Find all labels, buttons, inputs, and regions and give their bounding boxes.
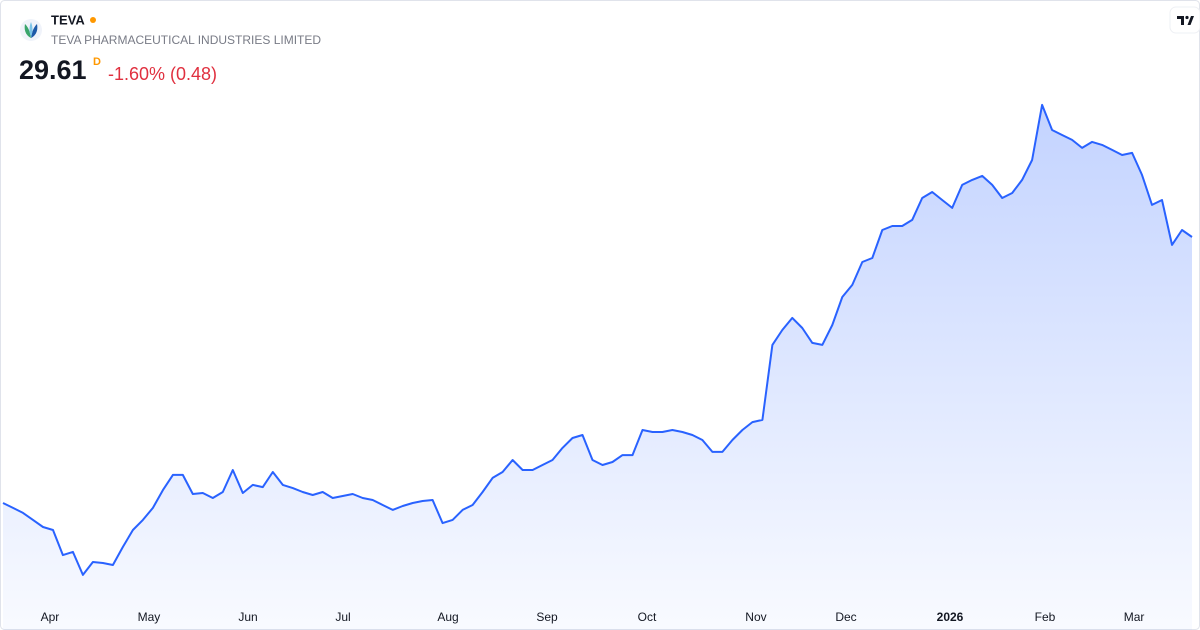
status-dot bbox=[90, 17, 96, 23]
plot-area bbox=[2, 103, 1193, 630]
area-fill bbox=[3, 104, 1192, 630]
interval: D bbox=[93, 56, 101, 68]
x-tick-label: Dec bbox=[835, 610, 856, 624]
x-tick-label: Oct bbox=[638, 610, 657, 624]
x-tick-label: Apr bbox=[41, 610, 60, 624]
x-tick-label: Feb bbox=[1035, 610, 1056, 624]
x-tick-label: Jun bbox=[238, 610, 257, 624]
x-tick-label: Aug bbox=[437, 610, 458, 624]
price-line bbox=[2, 103, 1193, 576]
x-tick-label: Nov bbox=[745, 610, 766, 624]
company-name: TEVA PHARMACEUTICAL INDUSTRIES LIMITED bbox=[51, 33, 321, 47]
x-tick-label: Mar bbox=[1124, 610, 1145, 624]
change: -1.60% (0.48) bbox=[108, 64, 217, 84]
logo bbox=[20, 19, 42, 41]
tv-logo bbox=[1169, 6, 1200, 34]
x-tick-label: 2026 bbox=[937, 610, 964, 624]
x-tick-label: Sep bbox=[536, 610, 558, 624]
x-tick-label: May bbox=[138, 610, 161, 624]
symbol: TEVA bbox=[51, 12, 85, 27]
x-tick-label: Jul bbox=[335, 610, 350, 624]
price: 29.61 bbox=[19, 55, 87, 85]
